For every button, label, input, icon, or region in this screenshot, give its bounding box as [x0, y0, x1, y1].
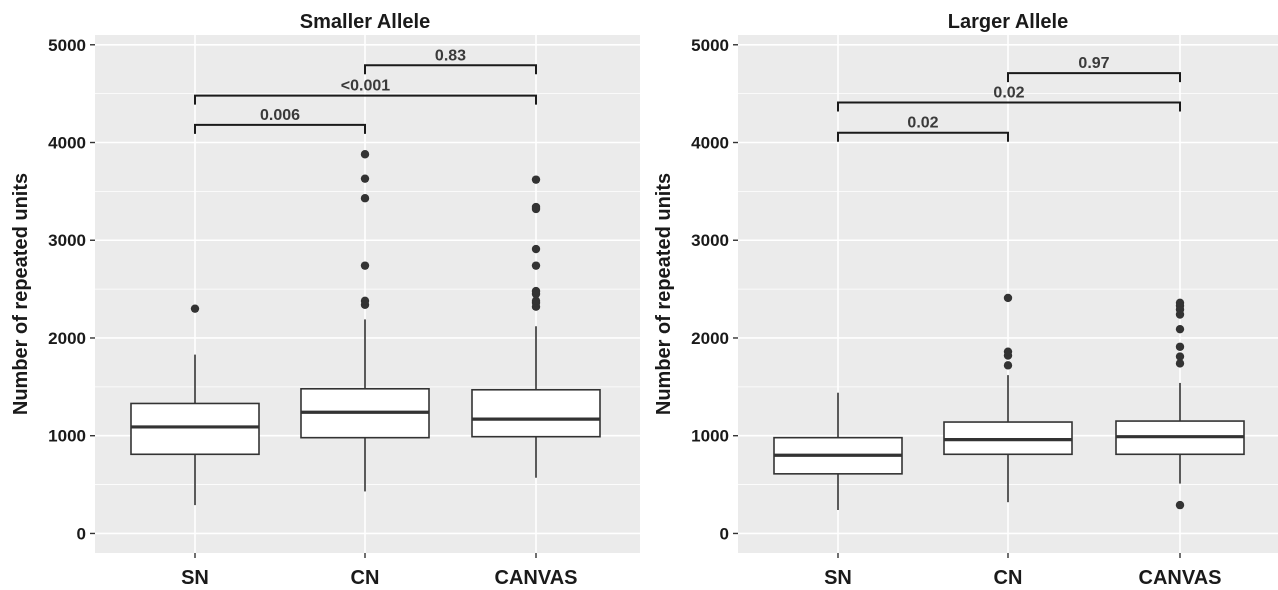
outlier-point [360, 261, 370, 270]
panel-smaller-allele: Smaller Allele 0.006 <0.001 0.83 0 1000 2000… [10, 11, 640, 589]
x-tick-label: SN [181, 567, 209, 589]
bracket-line [364, 64, 537, 75]
y-axis-label: Number of repeated units [10, 173, 32, 415]
p-value-label: <0.001 [341, 78, 390, 95]
bracket-line [194, 94, 537, 105]
boxplots [130, 150, 601, 506]
outlier-point [360, 174, 370, 183]
y-tick-label: 4000 [691, 134, 729, 153]
outlier-point [1175, 500, 1185, 510]
outlier-point [531, 175, 541, 184]
outlier-point [360, 150, 370, 159]
y-axis-ticks: 0 1000 2000 3000 4000 5000 [48, 36, 95, 543]
comparison-bracket: 0.02 [837, 115, 1009, 142]
y-tick-label: 0 [77, 524, 86, 543]
y-tick-label: 2000 [691, 329, 729, 348]
outlier-point [190, 304, 200, 313]
p-value-label: 0.02 [993, 84, 1024, 101]
panel-title: Larger Allele [948, 11, 1068, 33]
outlier-point [1003, 293, 1013, 303]
outlier-point [531, 286, 541, 296]
comparison-bracket: 0.006 [194, 107, 366, 134]
outlier-point [531, 261, 541, 270]
y-tick-label: 3000 [48, 231, 86, 250]
boxplots [773, 293, 1245, 510]
y-tick-label: 1000 [691, 427, 729, 446]
panel-title: Smaller Allele [300, 11, 430, 33]
x-tick-label: CN [351, 567, 380, 589]
outlier-point [531, 202, 541, 212]
significance-brackets: 0.006 <0.001 0.83 [194, 47, 537, 134]
bracket-line [837, 101, 1181, 112]
outlier-point [1175, 298, 1185, 307]
p-value-label: 0.97 [1078, 55, 1109, 72]
comparison-bracket: <0.001 [194, 78, 537, 105]
comparison-bracket: 0.97 [1007, 55, 1181, 83]
p-value-label: 0.006 [260, 107, 300, 124]
x-tick-label: SN [824, 567, 852, 589]
boxplot-sn [773, 392, 903, 510]
x-axis-ticks: SN CN CANVAS [824, 553, 1221, 589]
y-tick-label: 2000 [48, 329, 86, 348]
outlier-point [360, 194, 370, 203]
box-iqr [471, 388, 601, 438]
p-value-label: 0.83 [435, 47, 466, 64]
y-tick-label: 4000 [48, 134, 86, 153]
x-axis-ticks: SN CN CANVAS [181, 553, 577, 589]
y-tick-label: 5000 [48, 36, 86, 55]
y-tick-label: 0 [720, 524, 729, 543]
x-tick-label: CANVAS [495, 567, 578, 589]
y-axis-label: Number of repeated units [653, 173, 675, 415]
significance-brackets: 0.02 0.02 0.97 [837, 55, 1181, 142]
box-iqr [130, 402, 260, 456]
outlier-point [1175, 352, 1185, 361]
bracket-line [194, 123, 366, 134]
plot-background [95, 35, 640, 553]
bracket-line [837, 131, 1009, 142]
x-tick-label: CANVAS [1139, 567, 1222, 589]
outlier-point [531, 296, 541, 306]
x-tick-label: CN [994, 567, 1023, 589]
outlier-point [360, 296, 370, 306]
panel-larger-allele: Larger Allele 0.02 0.02 0.97 0 1000 2000 3000… [653, 11, 1278, 589]
comparison-bracket: 0.02 [837, 84, 1181, 112]
outlier-point [1175, 342, 1185, 351]
p-value-label: 0.02 [907, 115, 938, 132]
boxplot-cn [300, 150, 430, 492]
y-axis-ticks: 0 1000 2000 3000 4000 5000 [691, 36, 738, 543]
outlier-point [1175, 359, 1185, 368]
y-tick-label: 3000 [691, 231, 729, 250]
bracket-line [1007, 72, 1181, 83]
boxplot-sn [130, 304, 260, 506]
outlier-point [1003, 361, 1013, 370]
outlier-point [1003, 347, 1013, 356]
boxplot-canvas [471, 175, 601, 478]
y-tick-label: 5000 [691, 36, 729, 55]
outlier-point [531, 244, 541, 254]
outlier-point [1175, 324, 1185, 334]
y-tick-label: 1000 [48, 427, 86, 446]
boxplot-cn [943, 293, 1073, 503]
comparison-bracket: 0.83 [364, 47, 537, 75]
boxplot-canvas [1115, 298, 1245, 510]
